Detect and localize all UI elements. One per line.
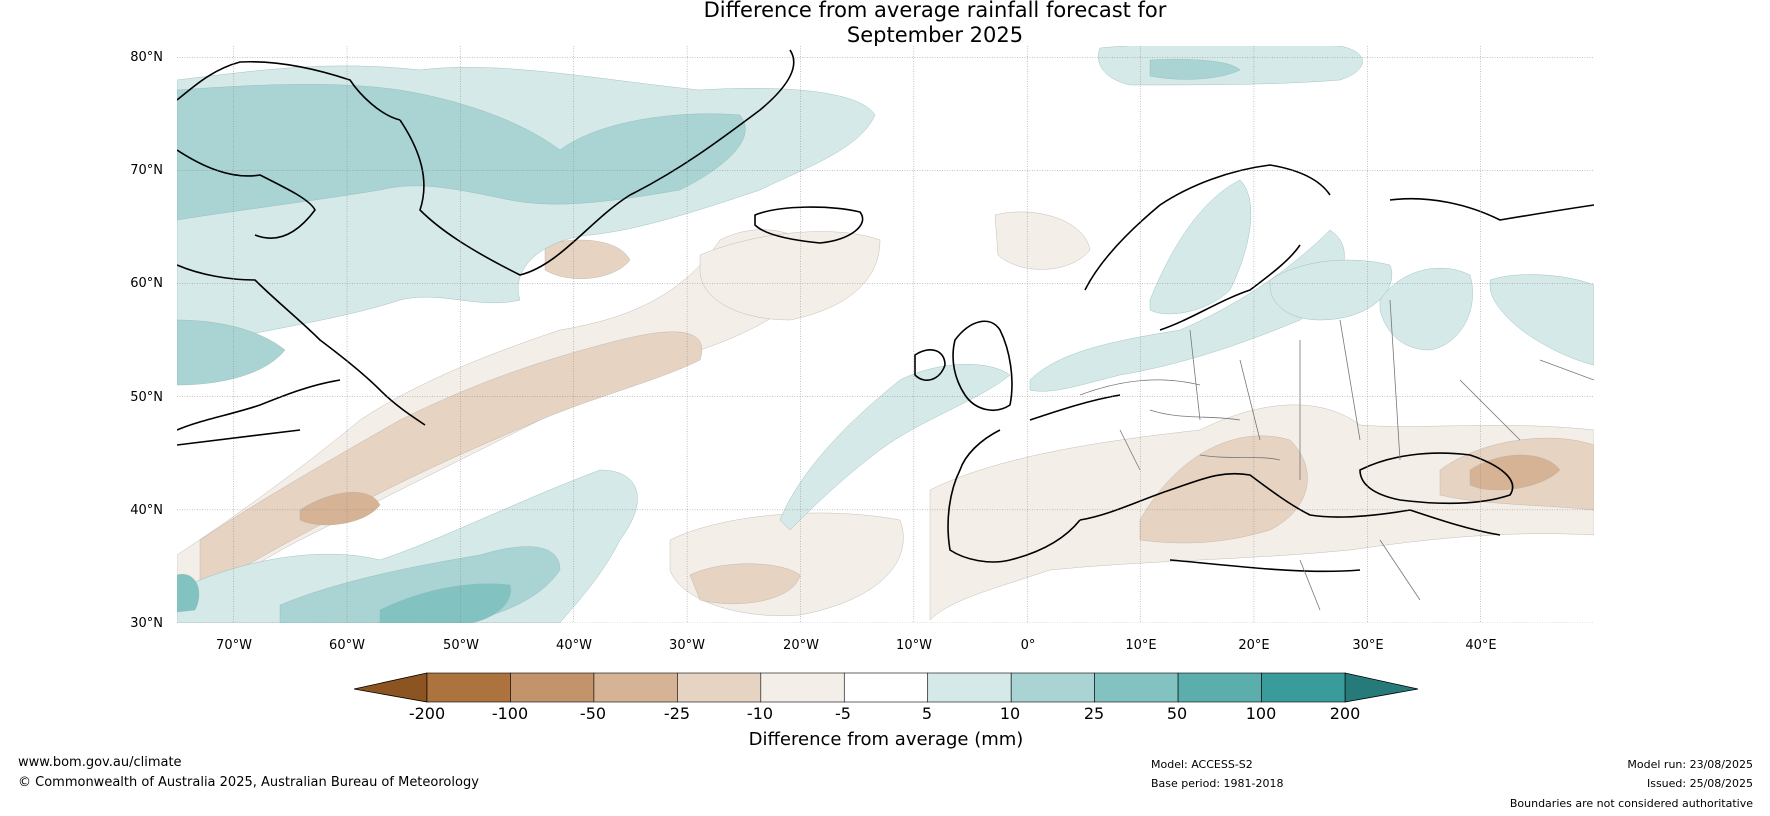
colorbar-tick-labels: -200 -100 -50 -25 -10 -5 5 10 25 50 100 … (409, 704, 1360, 723)
uk-east-dry (994, 211, 1091, 270)
lon-label-10w: 10°W (896, 638, 932, 653)
colorbar-segment (1261, 672, 1346, 703)
map-title: Difference from average rainfall forecas… (600, 0, 1270, 48)
italy-balkans-dry (1139, 435, 1308, 544)
lon-label-70w: 70°W (216, 638, 252, 653)
scandinavia-wet-region (1149, 179, 1252, 315)
svalbard-wet-core (1149, 59, 1241, 80)
colorbar-segment (1010, 672, 1095, 703)
colorbar-segment (843, 672, 929, 703)
iceland-south-dry (699, 231, 881, 321)
greenland-wet-core (177, 84, 746, 221)
lon-label-40e: 40°E (1465, 638, 1496, 653)
coastlines (177, 49, 1594, 573)
lon-label-60w: 60°W (329, 638, 365, 653)
cb-tick-label: -200 (409, 704, 445, 723)
europe-west-coast (947, 394, 1121, 563)
cb-tick-label: 5 (922, 704, 932, 723)
subtropical-wet-inner (379, 583, 511, 623)
colorbar-high-extend (1344, 672, 1419, 703)
colorbar-segment (927, 672, 1012, 703)
colorbar-segments (426, 672, 1346, 703)
western-russia-wet (1379, 268, 1473, 351)
lat-label-40: 40°N (130, 503, 163, 518)
colorbar: -200 -100 -50 -25 -10 -5 5 10 25 50 100 … (353, 672, 1419, 750)
scandinavia-coast (1084, 164, 1331, 331)
cb-tick-label: -25 (664, 704, 690, 723)
dry-anomaly-layer (177, 211, 1594, 621)
gridlines (177, 46, 1594, 623)
map-area (177, 46, 1594, 623)
lon-label-10e: 10°E (1125, 638, 1156, 653)
title-line-2: September 2025 (846, 23, 1024, 47)
cb-tick-label: 10 (1000, 704, 1020, 723)
lon-label-0: 0° (1021, 638, 1036, 653)
title-line-1: Difference from average rainfall forecas… (703, 0, 1167, 22)
colorbar-segment (677, 672, 762, 703)
footer-model: Model: ACCESS-S2 (1151, 758, 1253, 771)
cb-tick-label: -5 (835, 704, 851, 723)
footer-url: www.bom.gov.au/climate (18, 755, 182, 770)
mediterranean-coast (1079, 472, 1501, 573)
cb-tick-label: 200 (1330, 704, 1361, 723)
colorbar-segment (510, 672, 595, 703)
svalbard-wet-region (1098, 46, 1363, 86)
lat-label-30: 30°N (130, 616, 163, 631)
greenland-coast (177, 49, 795, 276)
britain-coast (952, 320, 1013, 411)
colorbar-segment (426, 672, 511, 703)
lon-label-20w: 20°W (783, 638, 819, 653)
cb-tick-label: -10 (747, 704, 773, 723)
colorbar-low-extend (353, 672, 428, 703)
iceland-coast (754, 206, 864, 244)
cb-tick-label: 50 (1167, 704, 1187, 723)
ireland-coast (914, 349, 946, 381)
midatlantic-wet-tongue (779, 364, 1011, 531)
footer-issued: Issued: 25/08/2025 (1646, 777, 1753, 790)
urals-wet (1489, 274, 1594, 366)
lat-label-80: 80°N (130, 50, 163, 65)
footer-disclaimer: Boundaries are not considered authoritat… (1509, 797, 1753, 810)
footer-model-run: Model run: 23/08/2025 (1627, 758, 1753, 771)
cb-tick-label: -50 (580, 704, 606, 723)
russia-north-coast (1389, 197, 1594, 221)
lat-label-70: 70°N (130, 163, 163, 178)
footer-base-period: Base period: 1981-2018 (1151, 777, 1284, 790)
azores-dry-core (689, 563, 801, 605)
cb-tick-label: 100 (1246, 704, 1277, 723)
country-borders (1079, 299, 1594, 611)
cb-tick-label: -100 (492, 704, 528, 723)
lon-label-30w: 30°W (669, 638, 705, 653)
black-sea-coast (1359, 452, 1514, 505)
colorbar-segment (1177, 672, 1262, 703)
labrador-coast (177, 264, 426, 446)
greenland-south-dry (544, 239, 631, 279)
wet-anomaly-layer (177, 46, 1594, 623)
atlantic-dry-inner (299, 492, 381, 526)
lon-label-20e: 20°E (1238, 638, 1269, 653)
colorbar-segment (593, 672, 678, 703)
latitude-labels: 80°N 70°N 60°N 50°N 40°N 30°N (130, 50, 163, 631)
lat-label-50: 50°N (130, 390, 163, 405)
colorbar-title: Difference from average (mm) (749, 729, 1024, 750)
sargasso-wet-patch (177, 574, 200, 613)
colorbar-segment (1094, 672, 1179, 703)
lon-label-50w: 50°W (443, 638, 479, 653)
colorbar-segment (760, 672, 845, 703)
cb-tick-label: 25 (1084, 704, 1104, 723)
labrador-wet-core (177, 319, 286, 386)
longitude-labels: 70°W 60°W 50°W 40°W 30°W 20°W 10°W 0° 10… (216, 638, 1497, 653)
footer-copyright: © Commonwealth of Australia 2025, Austra… (18, 775, 479, 790)
lon-label-40w: 40°W (556, 638, 592, 653)
lat-label-60: 60°N (130, 276, 163, 291)
lon-label-30e: 30°E (1352, 638, 1383, 653)
